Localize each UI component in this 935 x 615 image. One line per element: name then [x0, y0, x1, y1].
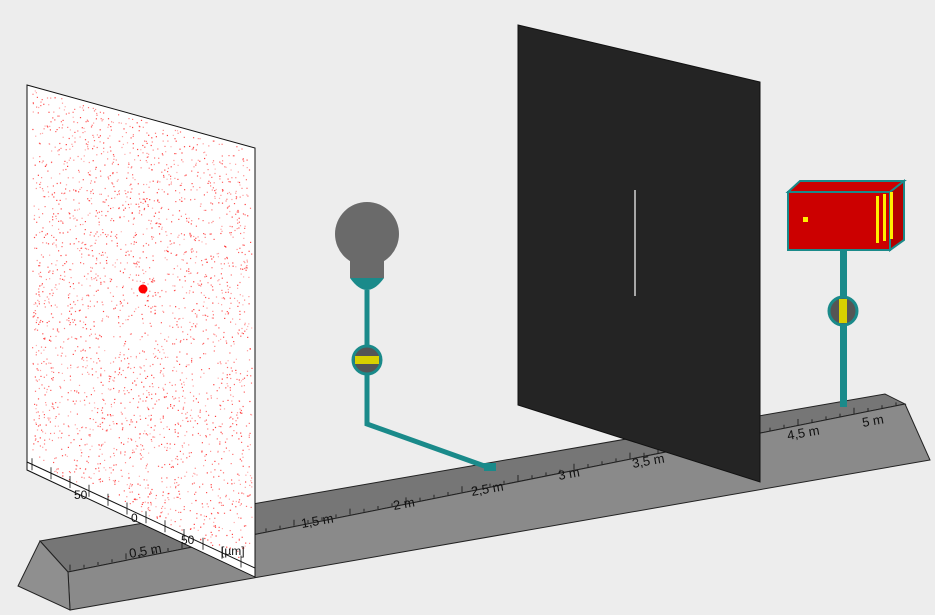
screen-scale-label: 50	[181, 533, 195, 547]
rail-tick-label: 3,5 m	[631, 451, 666, 471]
adjust-knob-icon[interactable]	[827, 295, 859, 327]
rail-tick-label: 3 m	[557, 464, 581, 483]
light-source-stand[interactable]	[335, 202, 496, 471]
rail-tick-label: 0,5 m	[128, 541, 163, 561]
bulb-stand-foot	[484, 463, 496, 471]
bulb-icon[interactable]	[335, 202, 399, 290]
photon-hit-dots	[32, 90, 253, 558]
laser-box-icon[interactable]	[785, 178, 907, 252]
double-slit-panel[interactable]	[517, 24, 761, 483]
rail-tick-labels: 0,5 m 1,5 m 2 m 2,5 m 3 m 3,5 m 4,5 m 5 …	[128, 411, 885, 561]
current-hit-marker[interactable]	[138, 284, 148, 294]
screen-panel	[26, 84, 256, 578]
bulb-stand-rod	[364, 290, 491, 471]
rail-tick-label: 2 m	[392, 494, 416, 513]
rail-tick-label: 1,5 m	[300, 511, 335, 531]
adjust-knob-icon[interactable]	[351, 344, 383, 376]
screen-scale-label: 0	[131, 511, 138, 525]
screen-scale-label: 50	[74, 488, 88, 502]
rail-end-cap	[17, 540, 71, 611]
screen-scale-ticks	[31, 458, 242, 568]
screen-scale-axis	[26, 461, 256, 569]
rail-tick-label: 5 m	[861, 411, 885, 430]
screen-scale-unit: [µm]	[221, 544, 245, 558]
rail-tick-label: 4,5 m	[786, 423, 821, 443]
slit-panel-face	[517, 24, 761, 483]
laser-stand[interactable]	[785, 178, 907, 407]
rail-tick-label: 2,5 m	[470, 479, 505, 499]
detection-screen[interactable]: 50 0 50 [µm]	[26, 84, 256, 578]
